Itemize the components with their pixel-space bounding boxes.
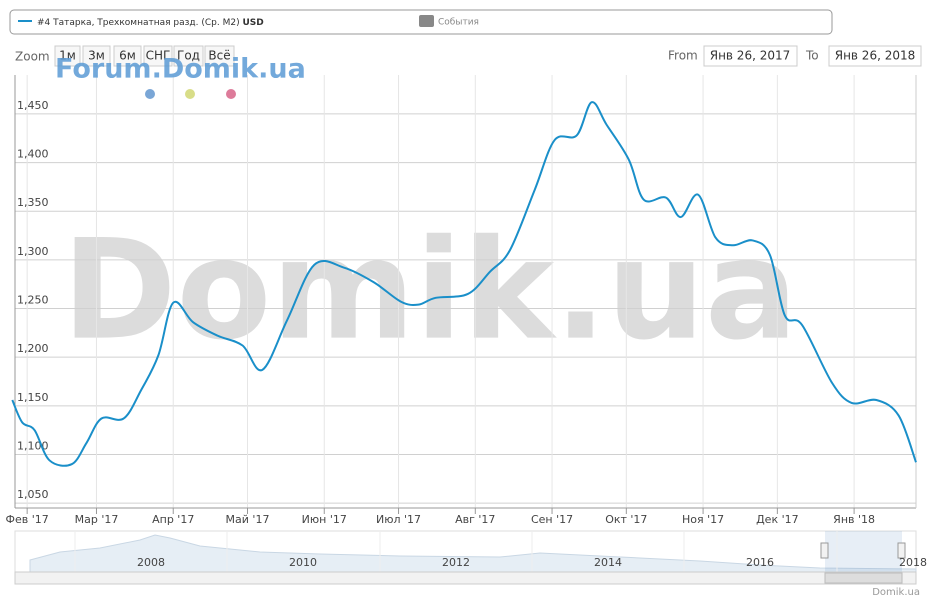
x-tick-label: Мар '17 [75,513,119,526]
zoom-button[interactable] [173,45,204,67]
zoom-button-label: 1м [59,49,76,63]
x-tick-label: Дек '17 [756,513,799,526]
series-name: #4 Татарка, Трехкомнатная разд. (Ср. M2) [37,18,240,28]
y-tick-label: 1,300 [17,245,49,258]
y-tick-label: 1,200 [17,342,49,355]
y-tick-label: 1,400 [17,148,49,161]
series-line [11,101,917,467]
x-tick-label: Янв '18 [833,513,875,526]
x-tick-label: Апр '17 [152,513,194,526]
navigator-handle[interactable] [820,542,829,559]
y-tick-label: 1,150 [17,391,49,404]
from-value: Янв 26, 2017 [710,49,791,63]
navigator-year: 2016 [746,556,774,569]
to-label: To [805,49,819,63]
credits[interactable]: Domik.ua [872,587,920,598]
events-label[interactable]: События [438,18,479,28]
dot [145,89,155,99]
x-tick-label: Окт '17 [605,513,647,526]
zoom-label: Zoom [15,50,50,64]
zoom-button[interactable] [143,45,173,67]
x-tick-label: Авг '17 [455,513,495,526]
x-tick-label: Май '17 [226,513,270,526]
watermark-big: Domik.ua [62,210,798,371]
x-tick-label: Ноя '17 [682,513,724,526]
scrollbar[interactable] [14,571,917,585]
navigator-year: 2012 [442,556,470,569]
dot [185,89,195,99]
zoom-button[interactable] [204,45,235,67]
x-tick-label: Июл '17 [376,513,421,526]
navigator-year: 2018 [899,556,927,569]
events-swatch [419,15,434,27]
navigator-year: 2008 [137,556,165,569]
navigator-year: 2010 [289,556,317,569]
to-value: Янв 26, 2018 [835,49,916,63]
scrollbar-thumb[interactable] [824,572,903,584]
zoom-button-label: 3м [88,49,105,63]
zoom-button[interactable] [113,45,142,67]
x-tick-label: Июн '17 [302,513,347,526]
zoom-button-label: СНГ [146,49,171,63]
navigator-handle[interactable] [897,542,906,559]
zoom-button-label: Всё [208,49,230,63]
from-label: From [668,49,698,63]
y-tick-label: 1,250 [17,294,49,307]
y-tick-label: 1,050 [17,488,49,501]
x-tick-label: Фев '17 [6,513,49,526]
navigator-year: 2014 [594,556,622,569]
watermark-small: Forum.Domik.ua [55,54,306,85]
zoom-button-label: Год [177,49,200,63]
navigator-mask [825,531,902,572]
y-tick-label: 1,350 [17,196,49,209]
zoom-button[interactable] [82,45,111,67]
zoom-button[interactable] [54,45,81,67]
y-tick-label: 1,450 [17,99,49,112]
from-input[interactable] [703,45,798,67]
x-tick-label: Сен '17 [531,513,573,526]
to-input[interactable] [828,45,922,67]
zoom-button-label: 6м [119,49,136,63]
navigator-series [29,534,917,573]
dot [226,89,236,99]
legend-label[interactable]: #4 Татарка, Трехкомнатная разд. (Ср. M2)… [37,18,264,28]
series-unit: USD [242,18,263,28]
